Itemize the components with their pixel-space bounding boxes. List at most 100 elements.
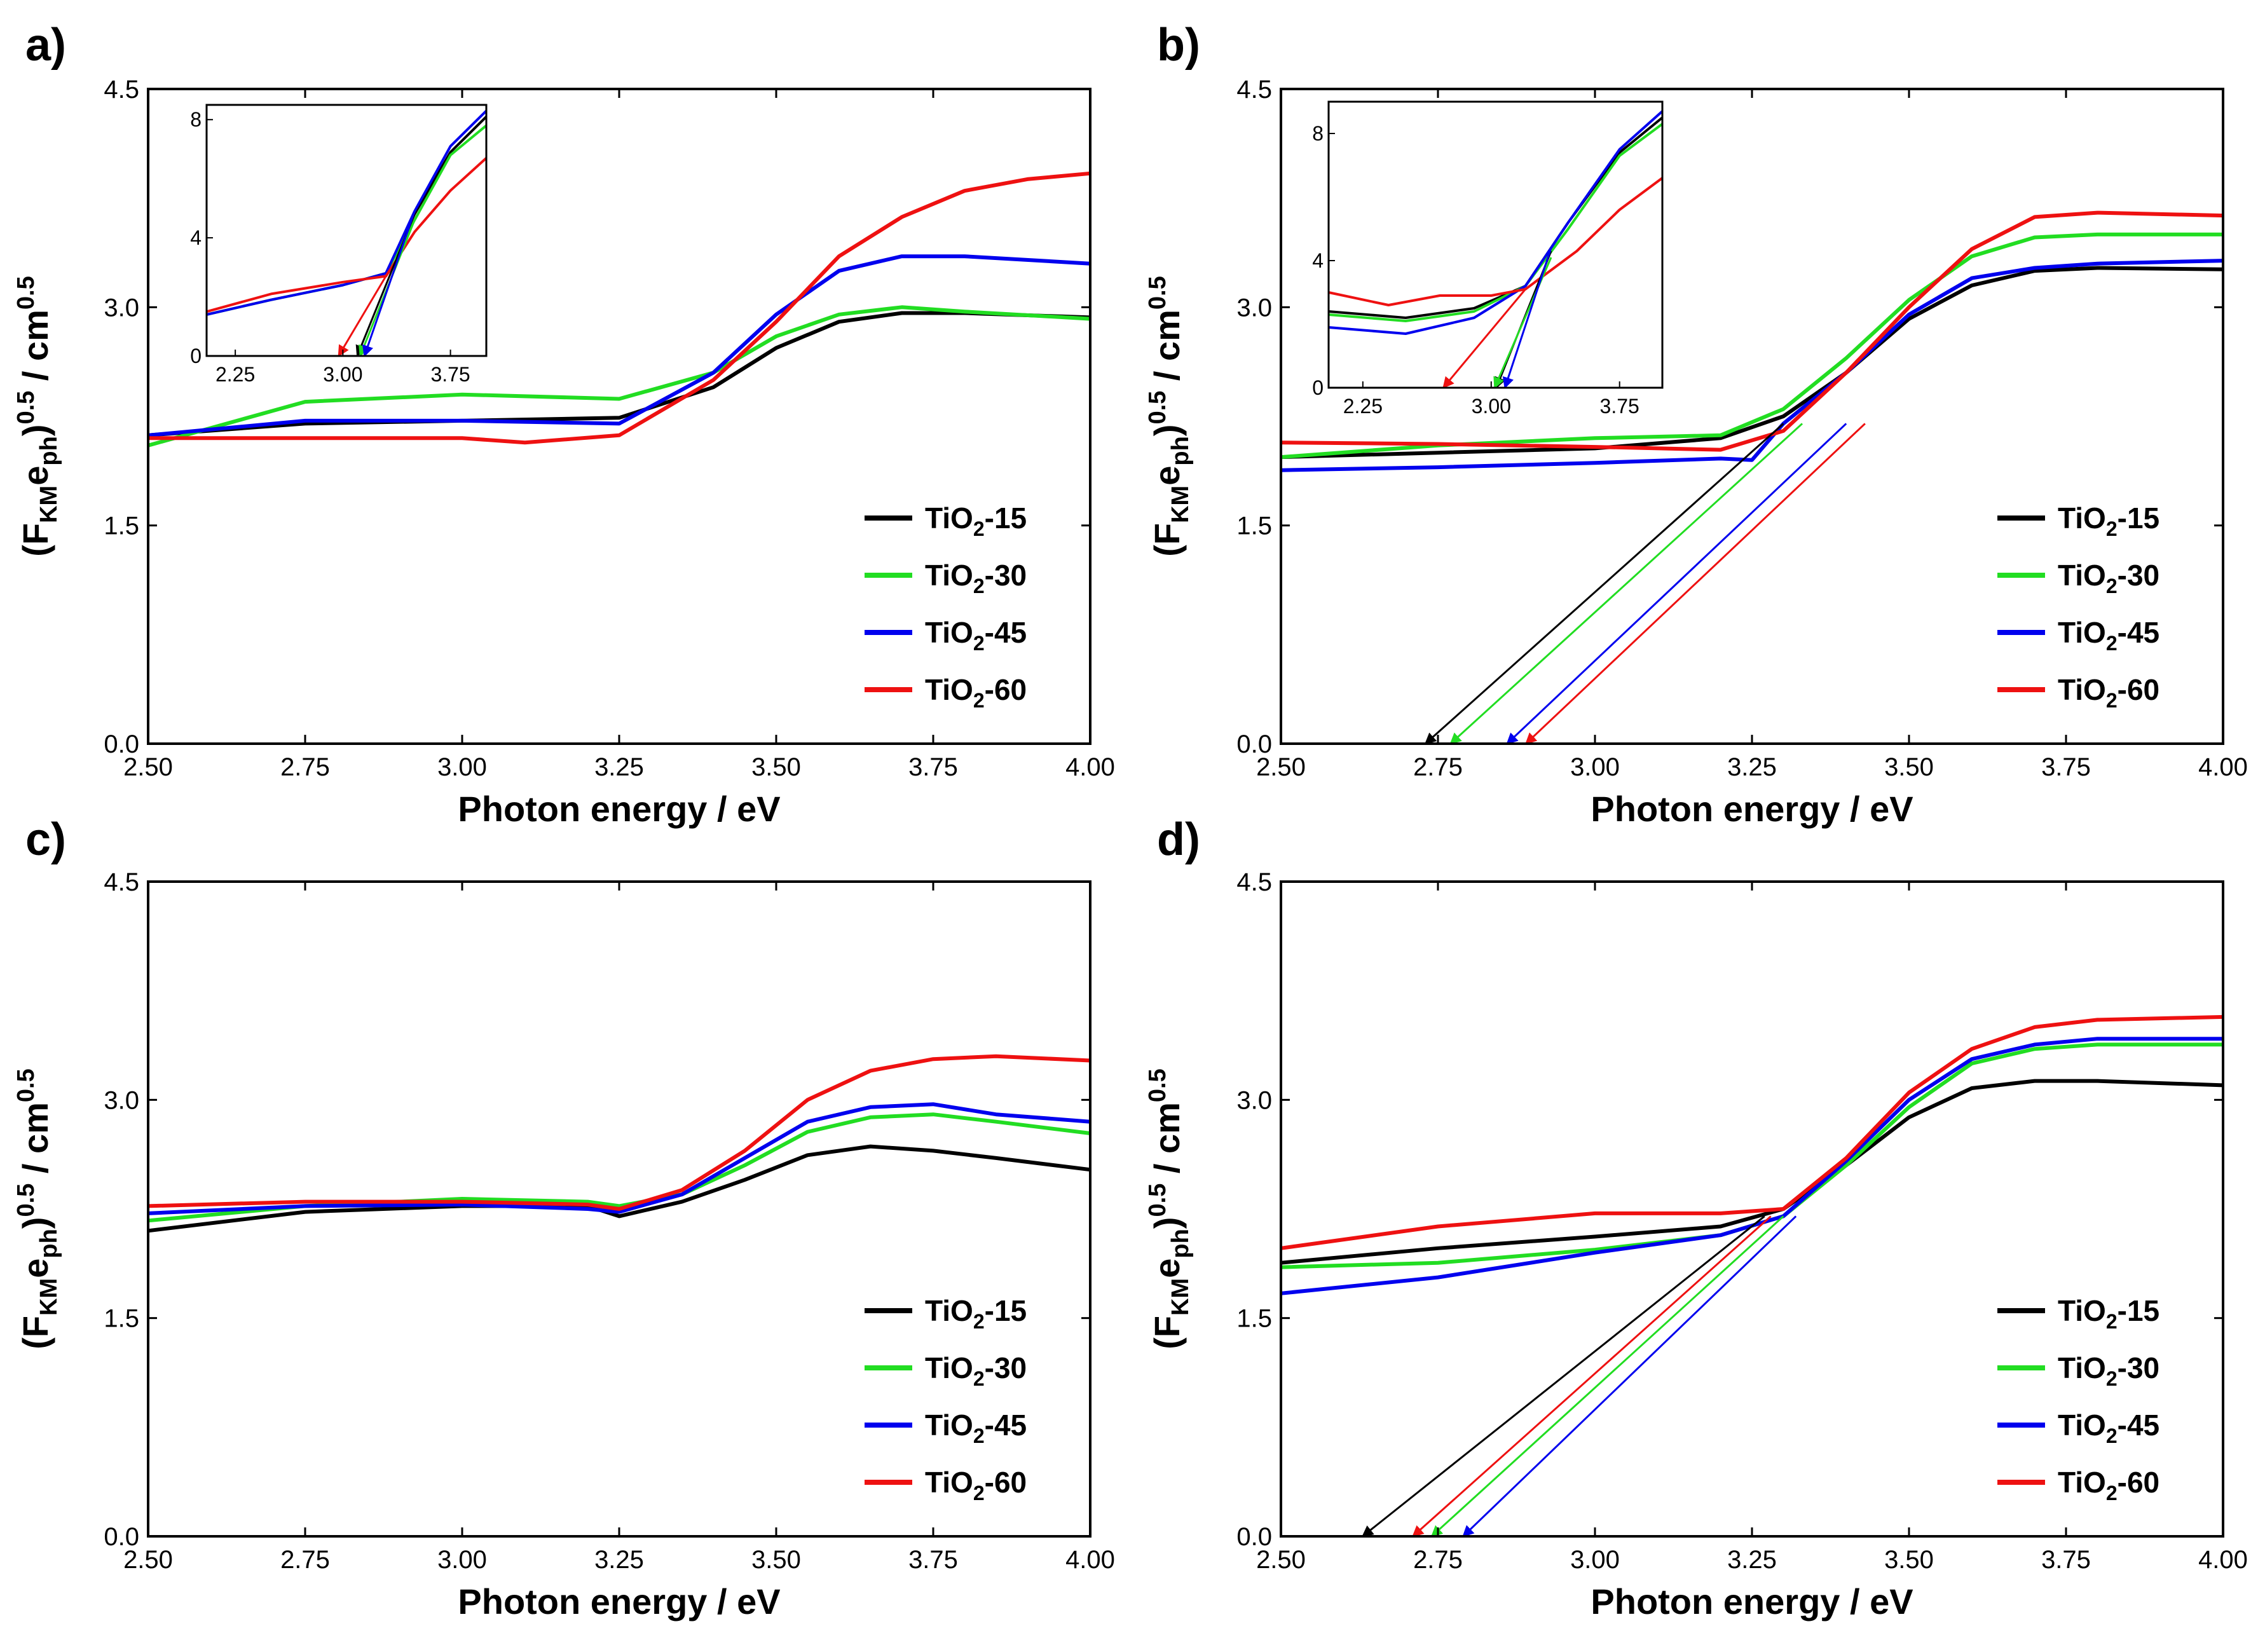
series-line-tio2-45 [1280,1037,2223,1295]
x-tick-label: 3.50 [751,753,801,781]
legend-label-tio2-60: TiO2-60 [2058,673,2159,712]
panel-letter: d) [1157,814,1200,865]
y-axis-title: (FKMeph)0.5 / cm0.5 [1144,276,1194,557]
y-tick-label: 4.5 [104,868,139,896]
inset-series-line-tio2-45 [1328,110,1664,335]
series-line-tio2-45 [1280,259,2224,472]
y-tick-label: 3.0 [1236,294,1272,322]
x-tick-label: 3.00 [1570,753,1620,781]
x-tick-label: 3.25 [594,1546,644,1574]
x-tick-label: 2.75 [280,1546,330,1574]
legend-label-tio2-60: TiO2-60 [2058,1466,2159,1505]
x-tick-label: 4.00 [1065,1546,1115,1574]
inset-series-line-tio2-45 [206,109,488,316]
inset-plot: 2.25 3.00 3.75 0 4 8 [190,104,488,386]
x-axis-title: Photon energy / eV [1591,1581,1913,1621]
legend-label-tio2-45: TiO2-45 [2058,1409,2159,1447]
y-axis-title: (FKMeph)0.5 / cm0.5 [13,276,62,557]
inset-background [207,105,486,356]
legend-label-tio2-30: TiO2-30 [2058,1351,2159,1390]
legend-label-tio2-45: TiO2-45 [2058,616,2159,655]
series-line-tio2-30 [147,1112,1091,1223]
x-tick-label: 3.00 [1570,1546,1620,1574]
panel-c: c) 2.50 2.75 3.00 3.25 3.50 3.75 4.00 0.0 1.5 3.0 4… [13,814,1115,1621]
inset-extrapolation-arrow-tio2-60 [1442,289,1526,389]
x-tick-label: 2.75 [1413,753,1463,781]
inset-extrapolation-arrow-tio2-60 [338,275,387,357]
inset-extrapolation-arrow-tio2-45 [362,210,416,357]
y-axis-title: (FKMeph)0.5 / cm0.5 [1144,1068,1194,1349]
extrapolation-arrow-tio2-45 [1506,423,1847,745]
y-tick-label: 4.5 [1236,868,1272,896]
y-tick-label: 0.0 [1236,1523,1272,1551]
series-line-tio2-60 [148,171,1091,445]
series-line-tio2-15 [147,1144,1091,1233]
y-tick-label: 3.0 [104,294,139,322]
inset-extrapolation-arrow-tio2-45 [1502,247,1552,389]
extrapolation-arrow-tio2-45 [1462,1215,1797,1538]
legend-label-tio2-15: TiO2-15 [2058,1294,2159,1333]
y-tick-label: 1.5 [104,1305,139,1333]
legend-label-tio2-30: TiO2-30 [2058,559,2159,597]
x-tick-label: 3.75 [2041,1546,2091,1574]
inset-x-tick-label: 3.00 [1472,395,1511,418]
x-tick-label: 2.75 [280,753,330,781]
x-tick-label: 3.25 [594,753,644,781]
panel-letter: b) [1157,20,1200,71]
inset-y-tick-label: 8 [190,108,202,131]
extrapolation-arrow-tio2-30 [1449,423,1803,745]
x-tick-label: 3.50 [1884,753,1934,781]
inset-y-tick-label: 8 [1312,122,1324,145]
y-tick-label: 3.0 [104,1086,139,1114]
x-tick-label: 4.00 [2198,753,2248,781]
inset-y-tick-label: 0 [1312,376,1324,399]
x-tick-label: 3.00 [437,1546,487,1574]
inset-series-line-tio2-60 [206,157,488,313]
y-tick-label: 4.5 [1236,76,1272,104]
extrapolation-arrow-tio2-60 [1412,1215,1772,1538]
x-axis-title: Photon energy / eV [1591,789,1913,829]
x-tick-label: 2.50 [123,753,173,781]
series-line-tio2-60 [1280,210,2224,452]
series-line-tio2-45 [147,254,1091,437]
x-tick-label: 3.25 [1727,1546,1777,1574]
x-tick-label: 4.00 [2198,1546,2248,1574]
x-axis-title: Photon energy / eV [458,1581,780,1621]
series-line-tio2-30 [147,305,1091,447]
extrapolation-arrow-tio2-15 [1362,1215,1765,1538]
panel-a: a) 2.50 2.75 3.00 3.25 3.50 3.75 4.00 0.0 1.5 3.0 4… [13,20,1115,829]
extrapolation-arrow-tio2-30 [1430,1215,1784,1538]
series-line-tio2-45 [147,1102,1091,1215]
x-tick-label: 3.25 [1727,753,1777,781]
series-line-tio2-30 [1280,1042,2223,1269]
series-line-tio2-60 [147,1054,1091,1211]
y-tick-label: 1.5 [1236,1305,1272,1333]
x-tick-label: 3.75 [908,1546,958,1574]
inset-x-tick-label: 2.25 [216,363,255,386]
y-axis-title: (FKMeph)0.5 / cm0.5 [13,1068,62,1349]
x-tick-label: 3.75 [2041,753,2091,781]
x-tick-label: 4.00 [1065,753,1115,781]
y-tick-label: 1.5 [104,512,139,540]
series-line-tio2-60 [1280,1014,2224,1250]
inset-frame [1327,100,1664,389]
inset-x-tick-label: 2.25 [1343,395,1383,418]
inset-y-tick-label: 0 [190,345,202,367]
legend-label-tio2-45: TiO2-45 [925,1409,1027,1447]
y-tick-label: 1.5 [1236,512,1272,540]
legend-label-tio2-15: TiO2-15 [925,502,1027,540]
panel-b: b) 2.50 2.75 3.00 3.25 3.50 3.75 4.00 0.0 1.5 3.0 4… [1144,20,2248,829]
x-tick-label: 2.50 [1256,753,1306,781]
y-tick-label: 3.0 [1236,1086,1272,1114]
legend-label-tio2-30: TiO2-30 [925,1351,1027,1390]
y-tick-label: 4.5 [104,76,139,104]
y-tick-label: 0.0 [104,1523,139,1551]
y-tick-label: 0.0 [1236,730,1272,758]
inset-series-line-tio2-60 [1328,177,1664,306]
legend-label-tio2-45: TiO2-45 [925,616,1027,655]
legend-label-tio2-30: TiO2-30 [925,559,1027,597]
inset-y-tick-label: 4 [1312,249,1324,272]
x-tick-label: 3.50 [751,1546,801,1574]
x-tick-label: 3.00 [437,753,487,781]
